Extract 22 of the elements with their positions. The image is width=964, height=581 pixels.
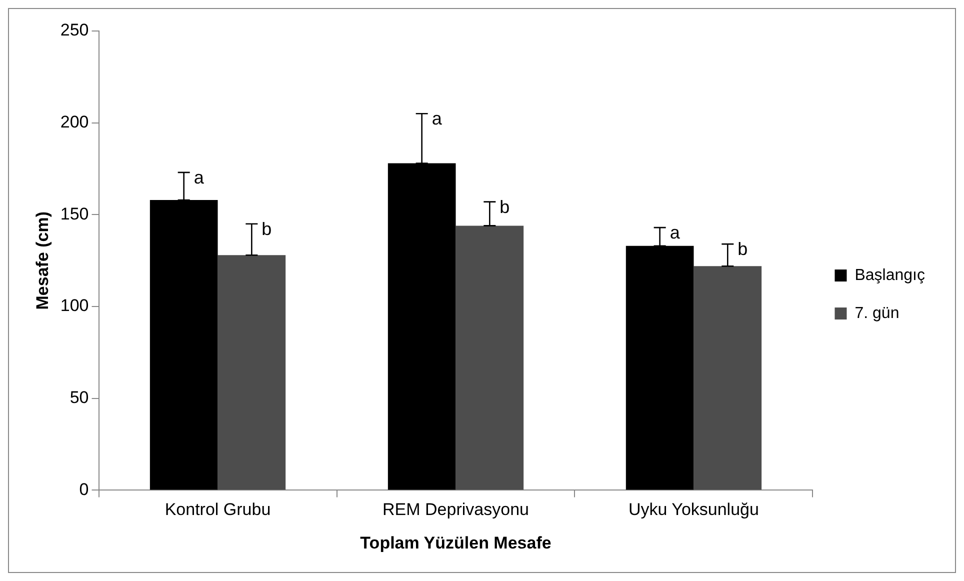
x-axis-title: Toplam Yüzülen Mesafe [360, 533, 552, 552]
legend-label: Başlangıç [854, 266, 925, 284]
y-tick-label: 150 [60, 204, 89, 224]
y-tick-label: 0 [79, 480, 89, 499]
x-tick-label: REM Deprivasyonu [382, 500, 529, 520]
y-tick-label: 200 [60, 112, 89, 132]
y-axis-title: Mesafe (cm) [32, 211, 52, 310]
annotation: b [262, 218, 272, 239]
y-tick-label: 50 [70, 388, 89, 408]
annotation: a [194, 167, 205, 188]
bar [694, 266, 762, 490]
y-tick-label: 250 [60, 20, 89, 40]
x-tick-label: Kontrol Grubu [164, 500, 271, 520]
x-tick-label: Uyku Yoksunluğu [628, 500, 759, 520]
y-tick-label: 100 [60, 296, 89, 316]
bar [218, 255, 286, 490]
bar [456, 226, 524, 490]
annotation: b [738, 239, 748, 260]
annotation: b [500, 196, 510, 217]
annotation: a [670, 222, 681, 243]
legend-label: 7. gün [854, 304, 900, 322]
annotation: a [432, 108, 443, 129]
